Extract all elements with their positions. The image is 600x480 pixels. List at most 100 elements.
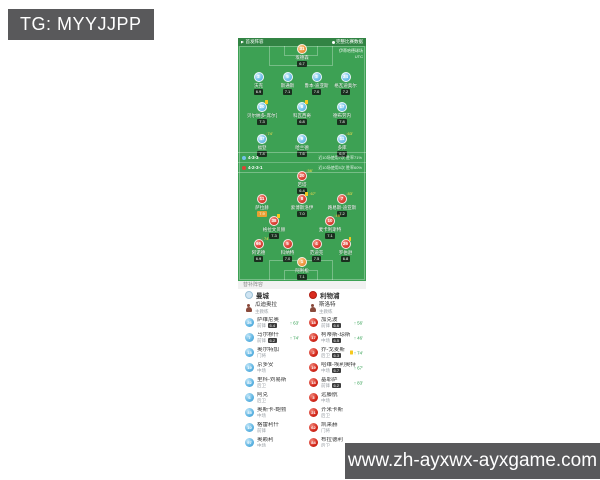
bench-home-team[interactable]: 曼城 <box>238 289 302 301</box>
pitch-player[interactable]: 9 哈兰德 7.6 <box>287 134 317 157</box>
player-rating-badge: 7.3 <box>257 119 267 125</box>
bench-player[interactable]: 10 格雷利什 前锋 <box>238 420 302 435</box>
venue-name: 伊蒂哈德球场 <box>339 48 363 53</box>
topbar-right-label: 完整比赛数据 <box>336 39 363 44</box>
bench-player-info: 布拉德利 后卫 <box>321 437 343 447</box>
bench-player-number: 10 <box>247 424 252 430</box>
bench-player-info: 齐米卡斯 后卫 <box>321 407 343 419</box>
player-circle: 4 <box>311 239 322 249</box>
player-rating-badge: 7.3 <box>269 233 279 239</box>
bench-player-name: 远藤航 <box>321 391 338 398</box>
sub-on-minute: 63' <box>293 320 299 325</box>
pitch-player[interactable]: 5 科纳特 7.0 <box>273 239 302 262</box>
bench-player-name: 里科-刘易斯 <box>257 376 287 383</box>
pitch-player[interactable]: 20 ↓ 56' 若塔 6.4 <box>287 168 317 194</box>
bench-player-name: 马尔穆什 <box>257 331 280 338</box>
pitch-player[interactable]: 17 德布劳内 7.8 <box>327 102 357 125</box>
pitch-player[interactable]: 26 罗伯逊 6.8 <box>331 237 360 262</box>
pitch-player[interactable]: 4 范迪克 7.5 <box>302 239 331 262</box>
player-circle: 11 <box>257 194 267 204</box>
bench-player-position: 中场 <box>321 398 330 404</box>
bench-row: 45 奥斯卡-鲍勃 中场 21 齐米卡斯 后卫 <box>238 405 366 420</box>
bench-player[interactable]: 7 马尔穆什 前锋 6.2 ↑ 74' <box>238 330 302 345</box>
player-rating-badge: 6.9 <box>253 89 264 95</box>
pitch-player[interactable]: 38 格拉文贝赫 7.3 <box>259 214 289 239</box>
venue-info: 伊蒂哈德球场 UTC <box>339 48 363 59</box>
bench-player[interactable]: 3 远藤航 中场 <box>302 390 366 405</box>
bench-player-meta: 中场 6.5 <box>321 337 350 344</box>
pitch-player[interactable]: 66 ↓ 74' 阿诺德 6.9 <box>244 236 273 262</box>
bench-player-meta: 前锋 6.2 <box>257 338 279 344</box>
bench-player-info: 奥赖利 中场 <box>257 437 274 447</box>
pitch-player[interactable]: 1 阿利松 7.1 <box>287 257 317 280</box>
pitch-player[interactable]: 8 ↓ 67' 索博斯洛伊 7.0 <box>287 192 317 217</box>
bench-player-meta: 前锋 6.2 <box>321 382 341 389</box>
home-coach[interactable]: 瓜迪奥拉 主教练 <box>238 301 302 315</box>
bench-player[interactable]: 14 基耶萨 前锋 6.2 ↑ 83' <box>302 375 366 390</box>
sub-off-minute: 74' <box>264 236 270 241</box>
pitch-player[interactable]: 20 贝尔纳多-席尔瓦 7.3 <box>247 100 277 125</box>
away-coach-role: 主教练 <box>319 308 333 314</box>
player-circle: 2 <box>253 72 264 82</box>
topbar-right[interactable]: 完整比赛数据 <box>331 39 363 45</box>
player-rating-badge: 7.2 <box>340 89 351 95</box>
formation-strip: 4-3-3 近10场使用7次 胜率71% 4-2-3-1 近10场使用5次 胜率… <box>238 152 366 173</box>
bench-player-info: 奥尔特加 门将 <box>257 347 279 359</box>
pitch-player[interactable]: 11 萨拉赫 7.9 <box>247 194 277 217</box>
pitch-player[interactable]: 5 斯通斯 7.1 <box>273 72 302 95</box>
bench-player[interactable]: 17 柯蒂斯-琼斯 中场 6.5 ↑ 46' <box>302 330 366 345</box>
bench-player[interactable]: 6 阿克 后卫 <box>238 390 302 405</box>
bench-player[interactable]: 18 奥尔特加 门将 <box>238 345 302 360</box>
bench-player[interactable]: 2 乔-戈麦斯 后卫 6.3 ↑ 74' <box>302 345 366 360</box>
bench-player[interactable]: 19 哈维-埃利奥特 中场 6.7 ↑ 67' <box>302 360 366 375</box>
bench-player[interactable]: 26 萨维尼奥 前锋 6.4 ↑ 63' <box>238 315 302 330</box>
bench-away-team[interactable]: 利物浦 <box>302 289 366 301</box>
pitch-player[interactable]: 10 ↓ 46' 麦卡利斯特 7.1 <box>315 214 345 239</box>
home-team-dot <box>242 155 246 160</box>
yellow-card-icon <box>305 100 308 104</box>
sub-on-icon: ↑ <box>353 320 357 325</box>
bench-player[interactable]: 62 凯莱赫 门将 <box>302 420 366 435</box>
bench-player-info: 哈维-埃利奥特 中场 6.7 <box>321 362 356 374</box>
bench-player-meta: 中场 <box>257 443 274 447</box>
bench-row: 7 马尔穆什 前锋 6.2 ↑ 74' 17 柯蒂斯-琼斯 中场 6.5 ↑ 46' <box>238 330 366 345</box>
pitch-player[interactable]: 8 科瓦西奇 6.8 <box>287 100 317 125</box>
bench-player[interactable]: 97 奥赖利 中场 <box>238 435 302 447</box>
bench-player-circle: 7 <box>245 333 254 342</box>
bench-player-name: 加克波 <box>321 316 338 323</box>
home-formation-note: 近10场使用7次 胜率71% <box>318 154 362 160</box>
bench-player[interactable]: 18 加克波 前锋 6.6 ↑ 56' <box>302 315 366 330</box>
bench-rating-badge: 6.5 <box>332 337 341 344</box>
away-crest-icon <box>309 291 317 299</box>
player-name: 若塔 <box>297 182 307 187</box>
bench-player[interactable]: 82 里科-刘易斯 后卫 <box>238 375 302 390</box>
bench-player[interactable]: 21 齐米卡斯 后卫 <box>302 405 366 420</box>
bench-event-icons: ↑ 56' <box>354 320 363 325</box>
bench-player-circle: 19 <box>309 363 318 372</box>
pitch-player[interactable]: 3 鲁本-迪亚斯 7.0 <box>302 72 331 95</box>
pitch-player[interactable]: 2 沃克 6.9 <box>244 72 273 95</box>
pitch-player[interactable]: 11 ↓ 63' 多库 6.9 <box>327 131 357 157</box>
bench-rating-badge: 6.2 <box>332 382 341 389</box>
player-circle: 47 ↓ 74' <box>257 132 273 144</box>
bench-player[interactable]: 84 布拉德利 后卫 <box>302 435 366 447</box>
bench-player[interactable]: 45 奥斯卡-鲍勃 中场 <box>238 405 302 420</box>
yellow-card-icon <box>277 214 280 218</box>
sub-off-minute: 63' <box>347 131 353 136</box>
pitch-player[interactable]: 24 格瓦迪奥尔 7.2 <box>331 72 360 95</box>
away-coach[interactable]: 斯洛特 主教练 <box>302 301 366 315</box>
bench-player-circle: 2 <box>309 348 318 357</box>
bench-player-info: 远藤航 中场 <box>321 392 338 404</box>
sub-off-icon: ↓ <box>305 168 307 173</box>
bench-player-number: 19 <box>247 364 252 370</box>
pitch-player[interactable]: 47 ↓ 74' 福登 7.4 <box>247 132 277 157</box>
pitch-player[interactable]: 31 埃德森 6.7 <box>287 44 317 67</box>
sub-off-icon: ↓ <box>345 131 347 136</box>
tg-watermark: TG: MYYJJPP <box>8 9 154 40</box>
bench-player[interactable]: 19 京多安 中场 <box>238 360 302 375</box>
player-number: 11 <box>259 195 265 201</box>
player-number: 1 <box>300 258 304 264</box>
pitch-player[interactable]: 7 ↓ 83' 路易斯-迪亚斯 7.2 <box>327 192 357 217</box>
home-coach-role: 主教练 <box>255 308 269 314</box>
goal-area-bottom <box>284 270 318 280</box>
